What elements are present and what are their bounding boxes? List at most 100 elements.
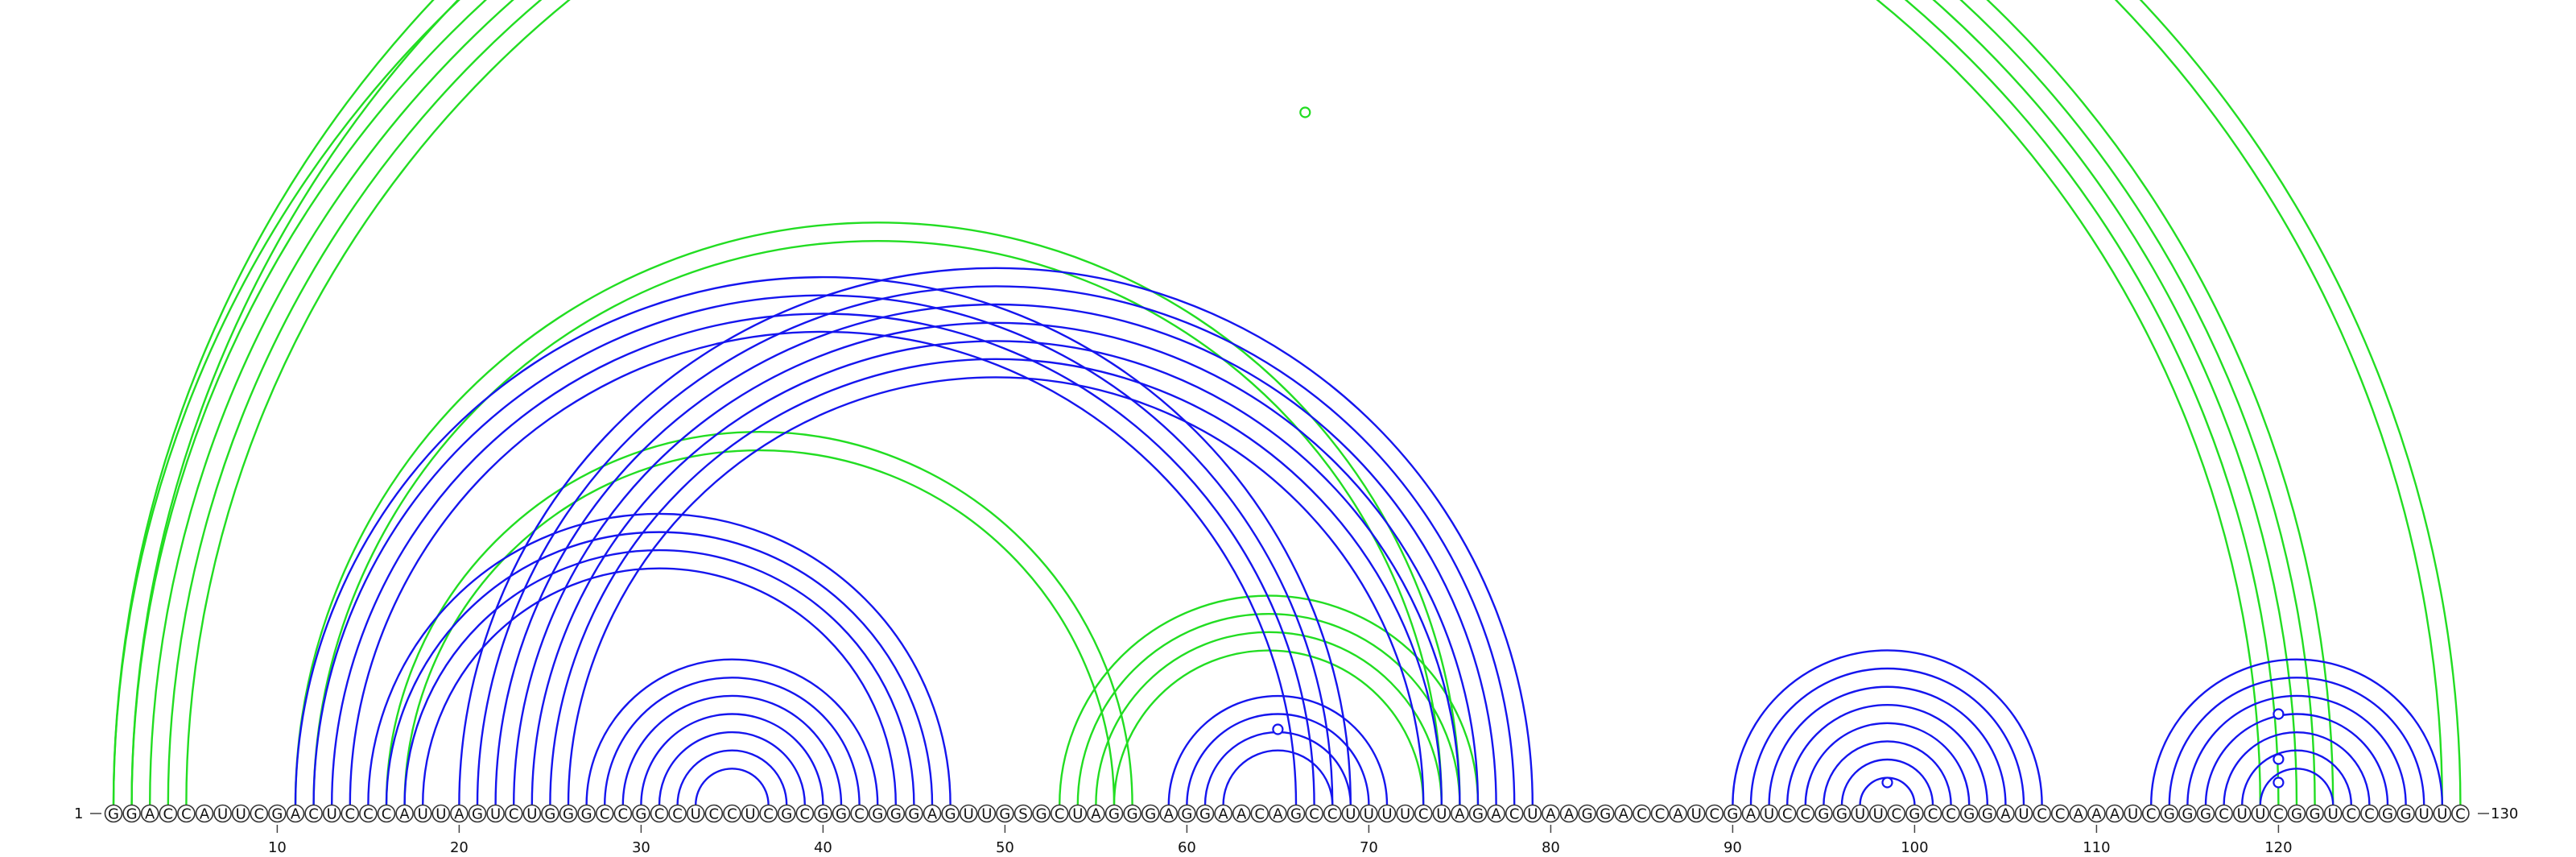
nucleotide: G	[122, 804, 141, 823]
nucleotide-letter: C	[1801, 806, 1811, 823]
nucleotide: G	[1286, 804, 1306, 823]
nucleotide-circle	[1559, 804, 1579, 823]
nucleotide-circle	[959, 804, 978, 823]
nucleotide-circle	[2033, 804, 2051, 823]
nucleotide-circle	[1596, 804, 1615, 823]
nucleotide: C	[304, 804, 323, 823]
nucleotide-letter: G	[563, 806, 574, 823]
nucleotide-circle	[1669, 804, 1687, 823]
nucleotide: G	[832, 804, 851, 823]
nucleotide: U	[1760, 804, 1778, 823]
nucleotide-letter: U	[1691, 806, 1702, 823]
nucleotide-letter: A	[1619, 806, 1629, 823]
blue-arc	[513, 321, 1480, 805]
nucleotide-circle	[1686, 804, 1706, 823]
blue-arc	[585, 658, 879, 805]
nucleotide-circle	[1777, 804, 1797, 823]
nucleotide: A	[1451, 804, 1469, 823]
tick-label: 50	[996, 839, 1014, 856]
nucleotide-circle	[1724, 804, 1742, 823]
nucleotide-circle	[395, 804, 414, 823]
nucleotide: G	[2178, 804, 2197, 823]
nucleotide: C	[1323, 804, 1342, 823]
nucleotide-circle	[723, 804, 741, 823]
nucleotide-letter: U	[436, 806, 446, 823]
nucleotide-letter: C	[181, 806, 192, 823]
nucleotide-letter: A	[399, 806, 410, 823]
nucleotide-letter: C	[654, 806, 665, 823]
nucleotide-letter: A	[2000, 806, 2011, 823]
nucleotide: G	[886, 804, 906, 823]
nucleotide-circle	[577, 804, 596, 823]
nucleotide-letter: A	[1546, 806, 1556, 823]
nucleotide: G	[541, 804, 559, 823]
nucleotide-letter: C	[1418, 806, 1429, 823]
position-ticks: 10 20 30 40 50 60 70 80 90 100 110 120	[268, 825, 2293, 856]
nucleotide-circle	[2323, 804, 2343, 823]
blue-arc	[1786, 704, 1988, 805]
nucleotide: C	[1505, 804, 1524, 823]
blue-arc	[2223, 731, 2371, 805]
nucleotide-circle	[686, 804, 705, 823]
nucleotide-letter: A	[200, 806, 210, 823]
nucleotide-letter: U	[1364, 806, 1374, 823]
nucleotide-letter: G	[2310, 806, 2321, 823]
nucleotide: C	[850, 804, 869, 823]
nucleotide: G	[905, 804, 923, 823]
nucleotide-letter: C	[1710, 806, 1720, 823]
nucleotide-letter: C	[1928, 806, 1938, 823]
nucleotide: A	[395, 804, 414, 823]
nucleotide-circle	[1851, 804, 1869, 823]
nucleotide: C	[2451, 804, 2470, 823]
nucleotide-circle	[1195, 804, 1215, 823]
nucleotide-circle	[159, 804, 178, 823]
nucleotide-letter: G	[890, 806, 902, 823]
blue-arc	[385, 531, 934, 805]
nucleotide: C	[595, 804, 614, 823]
nucleotide: A	[1214, 804, 1232, 823]
nucleotide: C	[2360, 804, 2379, 823]
blue-arc	[2241, 749, 2352, 805]
nucleotide: A	[286, 804, 305, 823]
nucleotide-circle	[795, 804, 815, 823]
nucleotide-letter: C	[2037, 806, 2047, 823]
nucleotide-circle	[2360, 804, 2379, 823]
nucleotide: C	[159, 804, 178, 823]
nucleotide-circle	[1614, 804, 1633, 823]
nucleotide-circle	[522, 804, 542, 823]
nucleotide-letter: S	[1018, 806, 1027, 823]
nucleotide: G	[2378, 804, 2397, 823]
green-arc	[130, 0, 2443, 805]
nucleotide-letter: G	[271, 806, 283, 823]
nucleotide-letter: G	[1199, 806, 1211, 823]
tick-label: 80	[1542, 839, 1560, 856]
nucleotide-circle	[1923, 804, 1942, 823]
nucleotide: U	[2323, 804, 2343, 823]
nucleotide: U	[959, 804, 978, 823]
nucleotide: C	[1050, 804, 1069, 823]
green-arc	[385, 431, 1133, 805]
nucleotide-letter: C	[2455, 806, 2466, 823]
tick-label: 110	[2083, 839, 2110, 856]
blue-arc	[530, 340, 1461, 805]
nucleotide: G	[1468, 804, 1488, 823]
nucleotide-circle	[2087, 804, 2106, 823]
nucleotide-circle	[1123, 804, 1141, 823]
nucleotide: A	[923, 804, 942, 823]
nucleotide: U	[2414, 804, 2434, 823]
green-arc	[112, 0, 2334, 805]
nucleotide-letter: C	[1509, 806, 1520, 823]
nucleotide-circle	[322, 804, 341, 823]
nucleotide-letter: A	[1491, 806, 1501, 823]
nucleotide-letter: U	[1855, 806, 1865, 823]
nucleotide: U	[2232, 804, 2252, 823]
nucleotide-letter: U	[1873, 806, 1884, 823]
nucleotide-circle	[2433, 804, 2452, 823]
nucleotide-circle	[1523, 804, 1542, 823]
nucleotide-circle	[1978, 804, 1997, 823]
nucleotide-letter: A	[1236, 806, 1247, 823]
nucleotide-letter: G	[999, 806, 1010, 823]
nucleotide-letter: C	[2273, 806, 2284, 823]
nucleotide: U	[977, 804, 997, 823]
blue-arc	[312, 294, 1334, 805]
